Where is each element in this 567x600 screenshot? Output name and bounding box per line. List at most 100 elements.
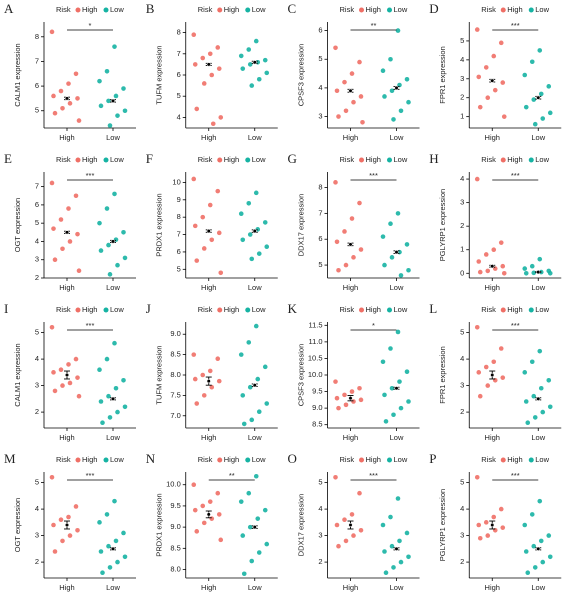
point [201,393,207,398]
significance-label: *** [511,471,520,480]
point [538,538,544,544]
panel: F Risk High Low 5 6 7 8 9 10 PRDX1 expression High L… [146,151,278,292]
point [209,237,215,243]
legend-dot [245,7,251,13]
point [264,70,270,76]
legend-dot [217,7,223,13]
point [522,370,528,375]
point [485,383,491,388]
point [491,247,497,253]
point [264,401,270,406]
point [106,543,111,549]
point [546,533,552,538]
legend-label: High [366,155,381,164]
point [192,376,198,382]
legend-label: High [224,155,239,164]
point [333,45,338,51]
significance-label: *** [369,171,378,180]
legend-label: High [507,305,522,314]
legend-label: High [366,455,381,464]
point [529,359,535,365]
y-axis-label: PRDX1 expression [155,493,164,556]
point [522,266,528,271]
panel-letter: G [288,151,297,166]
point [389,543,395,549]
panel-letter: J [146,301,151,316]
point [52,110,58,116]
legend-dot [500,7,506,13]
point [215,45,221,50]
y-tick-label: 4 [460,174,464,183]
point [525,570,531,575]
point [383,570,389,575]
point [538,385,544,391]
point [398,559,404,565]
y-tick-label: 11.0 [308,337,322,346]
mean-point [394,85,399,90]
point [334,239,340,245]
y-tick-label: 4 [35,236,39,245]
x-tick-label: Low [248,583,262,592]
point [107,272,113,277]
point [351,255,356,260]
legend-label: Low [394,455,408,464]
panel: H Risk High Low 0 1 2 3 4 PGLYRP1 expression High L… [429,151,562,292]
mean-point [64,230,70,235]
point [67,533,73,538]
point [343,108,349,114]
point [540,116,546,121]
point [501,114,507,119]
point [75,528,80,533]
legend-dot [103,307,109,313]
point [207,202,213,208]
point [207,51,213,57]
panel: K Risk High Low 8.5 9.0 9.5 10.0 10.5 11.0 11.5 CPS… [288,301,420,442]
panel: L Risk High Low 2 3 4 5 FPR1 expression High Low **… [429,301,562,442]
mean-point [110,396,116,401]
legend-dot [528,157,534,163]
point [483,252,489,257]
point [49,29,55,35]
point [404,242,410,247]
point [52,388,58,394]
legend-dot [245,457,251,463]
point [382,94,387,99]
y-axis-label: CALM1 expression [13,43,22,106]
point [336,267,341,273]
significance-label: *** [86,171,95,180]
point [207,499,213,504]
y-tick-label: 3 [460,198,464,207]
point [240,66,246,71]
legend-dot [217,307,223,313]
point [60,246,65,252]
legend-dot [528,7,534,13]
legend-title: Risk [56,305,71,314]
point [531,393,537,399]
y-tick-label: 5 [35,218,39,227]
x-tick-label: High [485,283,500,292]
point [97,78,102,84]
point [113,385,119,391]
legend-title: Risk [56,155,71,164]
point [97,220,102,226]
point [58,88,64,94]
point [476,259,482,264]
point [333,475,338,480]
point [256,409,262,414]
legend-dot [387,307,392,313]
point [476,522,482,528]
point [360,119,365,125]
y-tick-label: 8.5 [170,543,180,552]
x-tick-label: High [201,433,216,442]
panel-letter: I [4,301,8,316]
y-tick-label: 4 [460,55,464,64]
y-tick-label: 6 [35,200,39,209]
y-tick-label: 11.5 [308,320,322,329]
legend-dot [500,457,506,463]
point [537,498,543,504]
legend-label: Low [110,305,124,314]
point [51,370,56,375]
legend-title: Risk [198,455,213,464]
point [255,516,261,521]
point [121,86,126,91]
